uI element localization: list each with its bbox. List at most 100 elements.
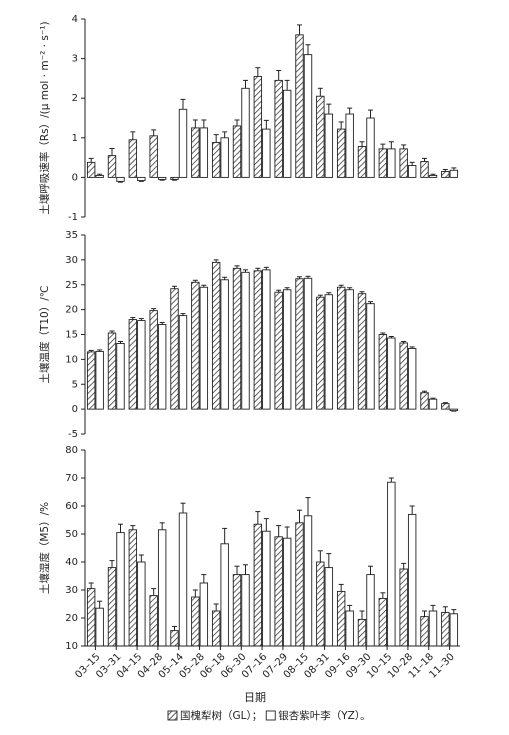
bar	[95, 607, 104, 647]
bar	[95, 174, 104, 178]
bar	[95, 350, 104, 410]
y-tick-label: -5	[68, 429, 78, 440]
bar	[282, 289, 292, 410]
bar	[241, 574, 250, 647]
bar	[316, 296, 325, 410]
bar	[336, 590, 346, 647]
y-axis-label: 土壤温度（T10）/℃	[38, 285, 51, 383]
y-tick-label: 15	[65, 330, 78, 341]
y-tick-label: -1	[68, 212, 78, 223]
bar	[295, 522, 304, 647]
bar	[387, 148, 396, 178]
bar	[86, 351, 96, 410]
bar	[149, 595, 158, 647]
bar	[324, 567, 334, 647]
bar	[170, 630, 179, 647]
legend-label: 国槐犁树（GL）；	[180, 709, 262, 722]
y-tick-label: 1	[72, 133, 78, 144]
bar	[336, 286, 346, 410]
bar	[211, 261, 221, 410]
bar	[324, 294, 334, 410]
bar	[274, 536, 283, 647]
bar	[420, 161, 429, 178]
y-tick-label: 0	[72, 404, 78, 415]
bar	[407, 347, 417, 410]
bar	[191, 281, 200, 410]
y-tick-label: 60	[65, 501, 78, 512]
bar	[128, 139, 138, 178]
bar	[441, 611, 450, 647]
bar	[345, 289, 354, 410]
legend-swatch	[167, 710, 178, 721]
bar	[407, 165, 417, 178]
bar	[137, 561, 146, 647]
y-tick-label: 10	[65, 354, 78, 365]
bar	[399, 148, 408, 178]
bar	[220, 279, 229, 410]
bar	[262, 128, 271, 178]
bar	[357, 146, 367, 178]
bar	[157, 529, 167, 647]
x-axis-label: 日期	[244, 691, 266, 704]
bar	[387, 337, 396, 410]
bar	[116, 343, 125, 410]
y-tick-label: 10	[65, 641, 78, 652]
bar	[137, 320, 146, 410]
y-tick-label: 20	[65, 613, 78, 624]
bar	[170, 176, 179, 180]
bar	[191, 127, 200, 178]
bar	[199, 286, 209, 410]
y-tick-label: 2	[72, 93, 78, 104]
bar	[220, 543, 229, 647]
y-tick-label: 50	[65, 529, 78, 540]
bar	[420, 616, 429, 647]
bar	[232, 267, 242, 410]
bar	[128, 529, 138, 647]
bar	[378, 148, 388, 178]
y-tick-label: 80	[65, 445, 78, 456]
y-tick-label: 70	[65, 473, 78, 484]
bar	[241, 271, 250, 410]
bar	[282, 89, 292, 178]
bar	[157, 324, 167, 410]
y-axis-label: 土壤湿度（M5）/%	[38, 502, 51, 594]
bar	[116, 532, 125, 647]
y-tick-label: 3	[72, 54, 78, 65]
bar	[199, 582, 209, 647]
y-tick-label: 20	[65, 305, 78, 316]
bar	[303, 277, 313, 410]
bar	[428, 174, 438, 178]
bar	[149, 310, 158, 410]
bar	[441, 403, 450, 410]
bar	[107, 567, 117, 647]
bar	[420, 392, 429, 410]
bar	[378, 597, 388, 647]
y-tick-label: 30	[65, 585, 78, 596]
y-tick-label: 40	[65, 557, 78, 568]
bar	[170, 288, 179, 410]
bar	[428, 398, 438, 410]
bar	[399, 342, 408, 410]
y-tick-label: 4	[72, 14, 78, 25]
bar	[274, 291, 283, 410]
bar	[295, 34, 304, 178]
bar	[378, 334, 388, 410]
bar	[232, 125, 242, 178]
bar	[262, 269, 271, 410]
bar	[387, 481, 396, 647]
bar	[336, 128, 346, 178]
bar	[178, 108, 188, 178]
bar	[220, 137, 229, 178]
bar	[324, 113, 334, 178]
bar	[316, 561, 325, 647]
bar	[178, 315, 188, 410]
bar	[128, 319, 138, 410]
bar	[366, 574, 375, 647]
y-axis-label: 土壤呼吸速率（Rs）/(μ mol · m⁻² · s⁻¹)	[38, 21, 51, 214]
bar	[137, 176, 146, 182]
bar	[199, 127, 209, 178]
bar	[211, 610, 221, 647]
bar	[345, 113, 354, 178]
